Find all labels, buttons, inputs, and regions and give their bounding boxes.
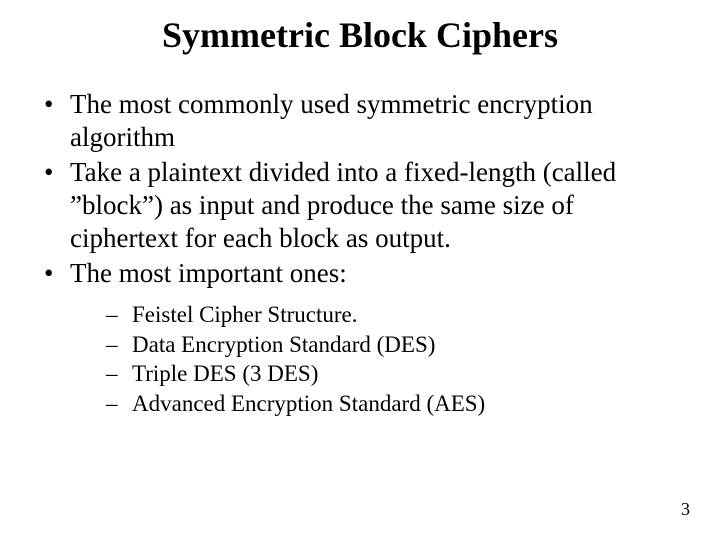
page-number: 3 (681, 499, 690, 520)
sub-bullet-item: Advanced Encryption Standard (AES) (104, 389, 680, 419)
sub-bullet-text: Triple DES (3 DES) (132, 361, 318, 386)
sub-bullet-text: Data Encryption Standard (DES) (132, 332, 435, 357)
bullet-item: Take a plaintext divided into a fixed-le… (40, 156, 680, 255)
sub-bullet-text: Feistel Cipher Structure. (132, 302, 358, 327)
bullet-text: Take a plaintext divided into a fixed-le… (70, 157, 616, 253)
sub-bullet-item: Data Encryption Standard (DES) (104, 330, 680, 360)
sub-bullet-item: Triple DES (3 DES) (104, 359, 680, 389)
bullet-text: The most commonly used symmetric encrypt… (70, 89, 593, 152)
slide-body: The most commonly used symmetric encrypt… (40, 88, 680, 421)
bullet-item: The most important ones: Feistel Cipher … (40, 257, 680, 420)
slide: Symmetric Block Ciphers The most commonl… (0, 0, 720, 540)
bullet-list: The most commonly used symmetric encrypt… (40, 88, 680, 419)
bullet-text: The most important ones: (70, 258, 347, 288)
sub-bullet-list: Feistel Cipher Structure. Data Encryptio… (70, 300, 680, 420)
slide-title: Symmetric Block Ciphers (0, 14, 720, 56)
sub-bullet-item: Feistel Cipher Structure. (104, 300, 680, 330)
bullet-item: The most commonly used symmetric encrypt… (40, 88, 680, 154)
sub-bullet-text: Advanced Encryption Standard (AES) (132, 391, 485, 416)
